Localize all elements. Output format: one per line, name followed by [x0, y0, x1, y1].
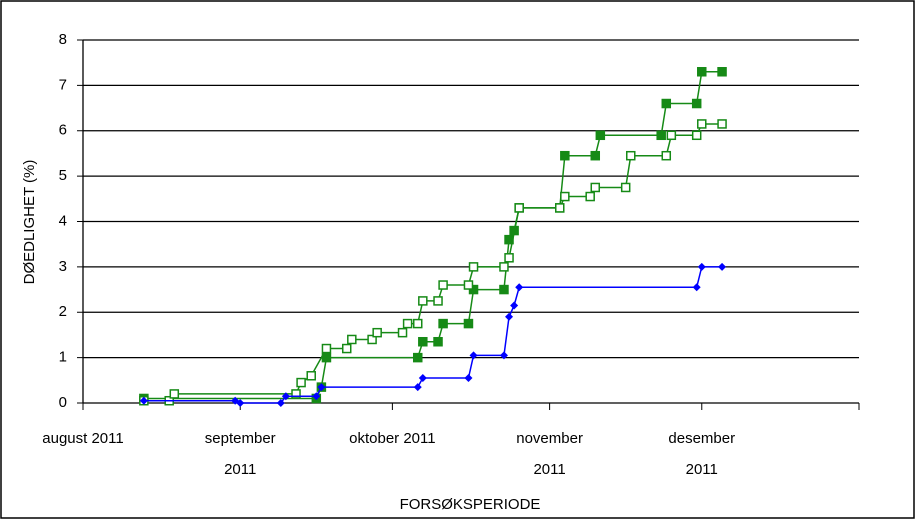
point — [463, 318, 474, 329]
point — [585, 191, 595, 202]
point — [347, 334, 357, 345]
point — [697, 119, 707, 129]
point — [306, 371, 316, 381]
y-tick-label: 6 — [59, 122, 67, 139]
point — [469, 351, 478, 360]
point — [504, 253, 514, 263]
series-line — [143, 123, 723, 402]
point — [505, 312, 514, 321]
point — [499, 351, 508, 360]
point — [620, 182, 631, 193]
point — [312, 392, 321, 401]
point — [412, 352, 423, 363]
y-tick-label: 3 — [59, 258, 67, 275]
point — [317, 383, 326, 392]
y-tick-label: 1 — [59, 349, 67, 366]
point — [595, 130, 606, 141]
y-tick-label: 2 — [59, 303, 67, 320]
x-tick-label: august 2011 — [42, 430, 124, 447]
point — [463, 280, 474, 290]
point — [397, 327, 408, 338]
point — [515, 283, 524, 292]
x-tick-label: november 2011 — [516, 430, 583, 478]
point — [321, 343, 332, 354]
point — [139, 396, 148, 405]
x-tick-label: oktober 2011 — [349, 430, 436, 447]
point — [499, 284, 509, 295]
series-line — [143, 71, 723, 400]
point — [341, 343, 352, 354]
y-tick-label: 4 — [59, 212, 67, 229]
point — [626, 150, 636, 161]
y-tick-label: 7 — [59, 76, 67, 93]
point — [468, 262, 479, 272]
point — [169, 389, 180, 399]
point — [697, 67, 707, 77]
point — [560, 150, 570, 161]
point — [276, 399, 285, 407]
point — [296, 377, 306, 388]
point — [697, 262, 706, 271]
series-line — [143, 266, 723, 404]
point — [372, 327, 382, 338]
x-tick-label: september 2011 — [204, 430, 276, 478]
point — [510, 301, 519, 310]
point — [418, 374, 427, 383]
point — [656, 130, 666, 141]
point — [418, 296, 428, 306]
x-axis-label: FORSØKSPERIODE — [400, 496, 541, 513]
point — [717, 119, 727, 129]
point — [367, 334, 377, 345]
point — [433, 336, 443, 347]
y-axis-label: DØEDLIGHET (%) — [21, 160, 38, 285]
point — [691, 98, 702, 109]
point — [281, 392, 290, 401]
point — [560, 191, 570, 202]
point — [236, 399, 245, 407]
point — [433, 296, 443, 306]
point — [291, 389, 301, 399]
point — [691, 130, 702, 141]
point — [402, 318, 413, 329]
point — [661, 98, 672, 109]
point — [438, 280, 448, 290]
point — [661, 150, 672, 161]
y-tick-label: 5 — [59, 167, 67, 184]
point — [590, 182, 601, 193]
point — [418, 336, 428, 347]
point — [666, 130, 677, 141]
point — [438, 318, 448, 329]
x-tick-label: desember 2011 — [668, 430, 736, 478]
point — [717, 67, 727, 77]
y-tick-label: 8 — [59, 31, 67, 48]
point — [413, 383, 422, 392]
point — [499, 262, 509, 272]
point — [514, 203, 524, 213]
y-tick-label: 0 — [59, 394, 67, 411]
point — [412, 318, 423, 329]
point — [464, 374, 473, 383]
point — [555, 203, 565, 213]
point — [718, 262, 727, 271]
point — [590, 150, 601, 161]
point — [692, 283, 701, 292]
point — [321, 352, 332, 363]
